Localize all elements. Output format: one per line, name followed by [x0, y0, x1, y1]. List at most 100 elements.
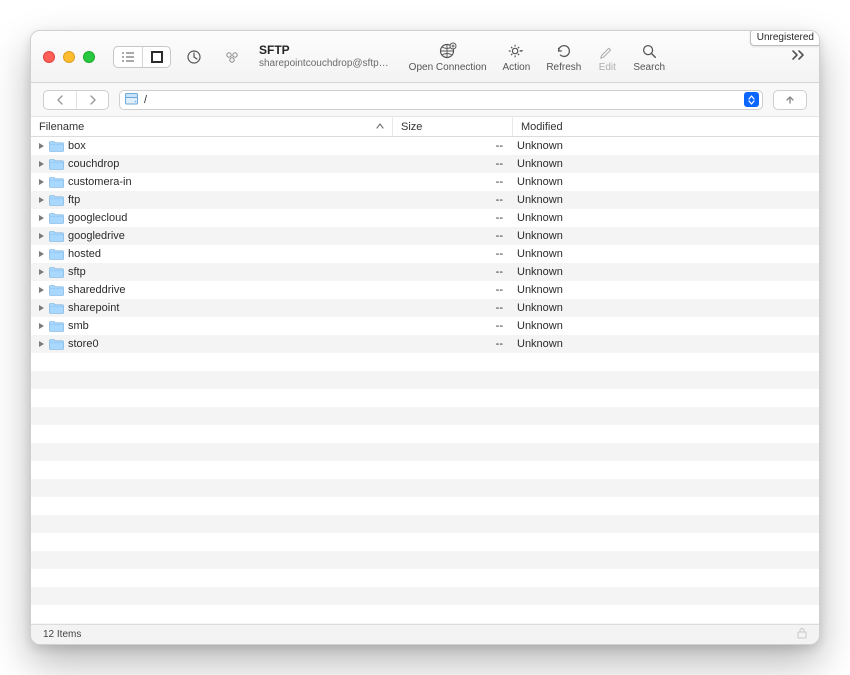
view-mode-segment	[113, 46, 171, 68]
bonjour-button[interactable]	[217, 46, 247, 68]
table-row[interactable]: sharepoint--Unknown	[31, 299, 819, 317]
history-button[interactable]	[179, 46, 209, 68]
search-button[interactable]: Search	[633, 41, 665, 73]
column-size[interactable]: Size	[393, 117, 513, 136]
window-title: SFTP	[259, 43, 389, 57]
file-size-label: --	[393, 176, 513, 188]
column-headers: Filename Size Modified	[31, 117, 819, 137]
folder-icon	[49, 284, 64, 297]
table-row[interactable]: googledrive--Unknown	[31, 227, 819, 245]
file-size-label: --	[393, 212, 513, 224]
minimize-window-button[interactable]	[63, 51, 75, 63]
action-button[interactable]: Action	[503, 41, 531, 73]
close-window-button[interactable]	[43, 51, 55, 63]
disclosure-triangle-icon[interactable]	[37, 160, 45, 168]
column-modified[interactable]: Modified	[513, 117, 819, 136]
file-name-label: ftp	[68, 194, 80, 206]
table-row[interactable]: box--Unknown	[31, 137, 819, 155]
table-row[interactable]: ftp--Unknown	[31, 191, 819, 209]
disclosure-triangle-icon[interactable]	[37, 232, 45, 240]
table-row	[31, 353, 819, 371]
table-row	[31, 605, 819, 623]
unregistered-badge: Unregistered	[750, 30, 820, 46]
file-size-label: --	[393, 284, 513, 296]
disclosure-triangle-icon[interactable]	[37, 286, 45, 294]
table-row	[31, 425, 819, 443]
folder-icon	[49, 140, 64, 153]
file-size-label: --	[393, 140, 513, 152]
window-subtitle: sharepointcouchdrop@sftp…	[259, 58, 389, 70]
navigation-row: /	[31, 83, 819, 117]
disclosure-triangle-icon[interactable]	[37, 322, 45, 330]
disclosure-triangle-icon[interactable]	[37, 142, 45, 150]
file-name-label: store0	[68, 338, 99, 350]
view-outline-button[interactable]	[114, 47, 142, 67]
open-connection-label: Open Connection	[409, 62, 487, 73]
file-modified-label: Unknown	[513, 338, 819, 350]
file-size-label: --	[393, 266, 513, 278]
table-row[interactable]: smb--Unknown	[31, 317, 819, 335]
folder-icon	[49, 266, 64, 279]
table-row[interactable]: shareddrive --Unknown	[31, 281, 819, 299]
path-dropdown-stepper[interactable]	[744, 92, 759, 107]
file-modified-label: Unknown	[513, 230, 819, 242]
forward-button[interactable]	[76, 91, 108, 109]
disclosure-triangle-icon[interactable]	[37, 178, 45, 186]
toolbar-right	[789, 48, 809, 66]
window-controls	[43, 51, 95, 63]
table-row[interactable]: hosted--Unknown	[31, 245, 819, 263]
file-name-label: couchdrop	[68, 158, 119, 170]
lock-icon	[797, 627, 807, 642]
table-row[interactable]: customera-in--Unknown	[31, 173, 819, 191]
toolbar-overflow-button[interactable]	[789, 48, 809, 66]
folder-icon	[49, 212, 64, 225]
table-row	[31, 389, 819, 407]
file-name-label: sharepoint	[68, 302, 119, 314]
disclosure-triangle-icon[interactable]	[37, 304, 45, 312]
path-text: /	[144, 94, 147, 106]
go-up-button[interactable]	[773, 90, 807, 110]
table-row[interactable]: couchdrop--Unknown	[31, 155, 819, 173]
table-row	[31, 569, 819, 587]
file-modified-label: Unknown	[513, 266, 819, 278]
table-row	[31, 551, 819, 569]
file-list[interactable]: box--Unknowncouchdrop--Unknowncustomera-…	[31, 137, 819, 624]
view-list-button[interactable]	[142, 47, 170, 67]
path-combobox[interactable]: /	[119, 90, 763, 110]
file-name-label: sftp	[68, 266, 86, 278]
status-bar: 12 Items	[31, 624, 819, 644]
folder-icon	[49, 194, 64, 207]
zoom-window-button[interactable]	[83, 51, 95, 63]
file-modified-label: Unknown	[513, 248, 819, 260]
disclosure-triangle-icon[interactable]	[37, 250, 45, 258]
folder-icon	[49, 158, 64, 171]
sort-ascending-icon	[376, 122, 384, 131]
folder-icon	[49, 176, 64, 189]
table-row[interactable]: googlecloud--Unknown	[31, 209, 819, 227]
table-row[interactable]: store0--Unknown	[31, 335, 819, 353]
disclosure-triangle-icon[interactable]	[37, 340, 45, 348]
file-size-label: --	[393, 302, 513, 314]
open-connection-button[interactable]: Open Connection	[409, 41, 487, 73]
action-label: Action	[503, 62, 531, 73]
disclosure-triangle-icon[interactable]	[37, 196, 45, 204]
file-modified-label: Unknown	[513, 284, 819, 296]
history-nav-segment	[43, 90, 109, 110]
file-name-label: googledrive	[68, 230, 125, 242]
table-row	[31, 443, 819, 461]
file-name-label: smb	[68, 320, 89, 332]
refresh-button[interactable]: Refresh	[546, 41, 581, 73]
search-label: Search	[633, 62, 665, 73]
table-row	[31, 371, 819, 389]
toolbar: Unregistered SFTP sharepointcouchdrop@sf…	[31, 31, 819, 83]
column-filename-label: Filename	[39, 121, 84, 133]
disclosure-triangle-icon[interactable]	[37, 268, 45, 276]
file-modified-label: Unknown	[513, 194, 819, 206]
column-filename[interactable]: Filename	[31, 117, 393, 136]
file-name-label: shareddrive	[68, 284, 125, 296]
back-button[interactable]	[44, 91, 76, 109]
file-modified-label: Unknown	[513, 176, 819, 188]
edit-button[interactable]: Edit	[597, 41, 617, 73]
disclosure-triangle-icon[interactable]	[37, 214, 45, 222]
table-row[interactable]: sftp --Unknown	[31, 263, 819, 281]
